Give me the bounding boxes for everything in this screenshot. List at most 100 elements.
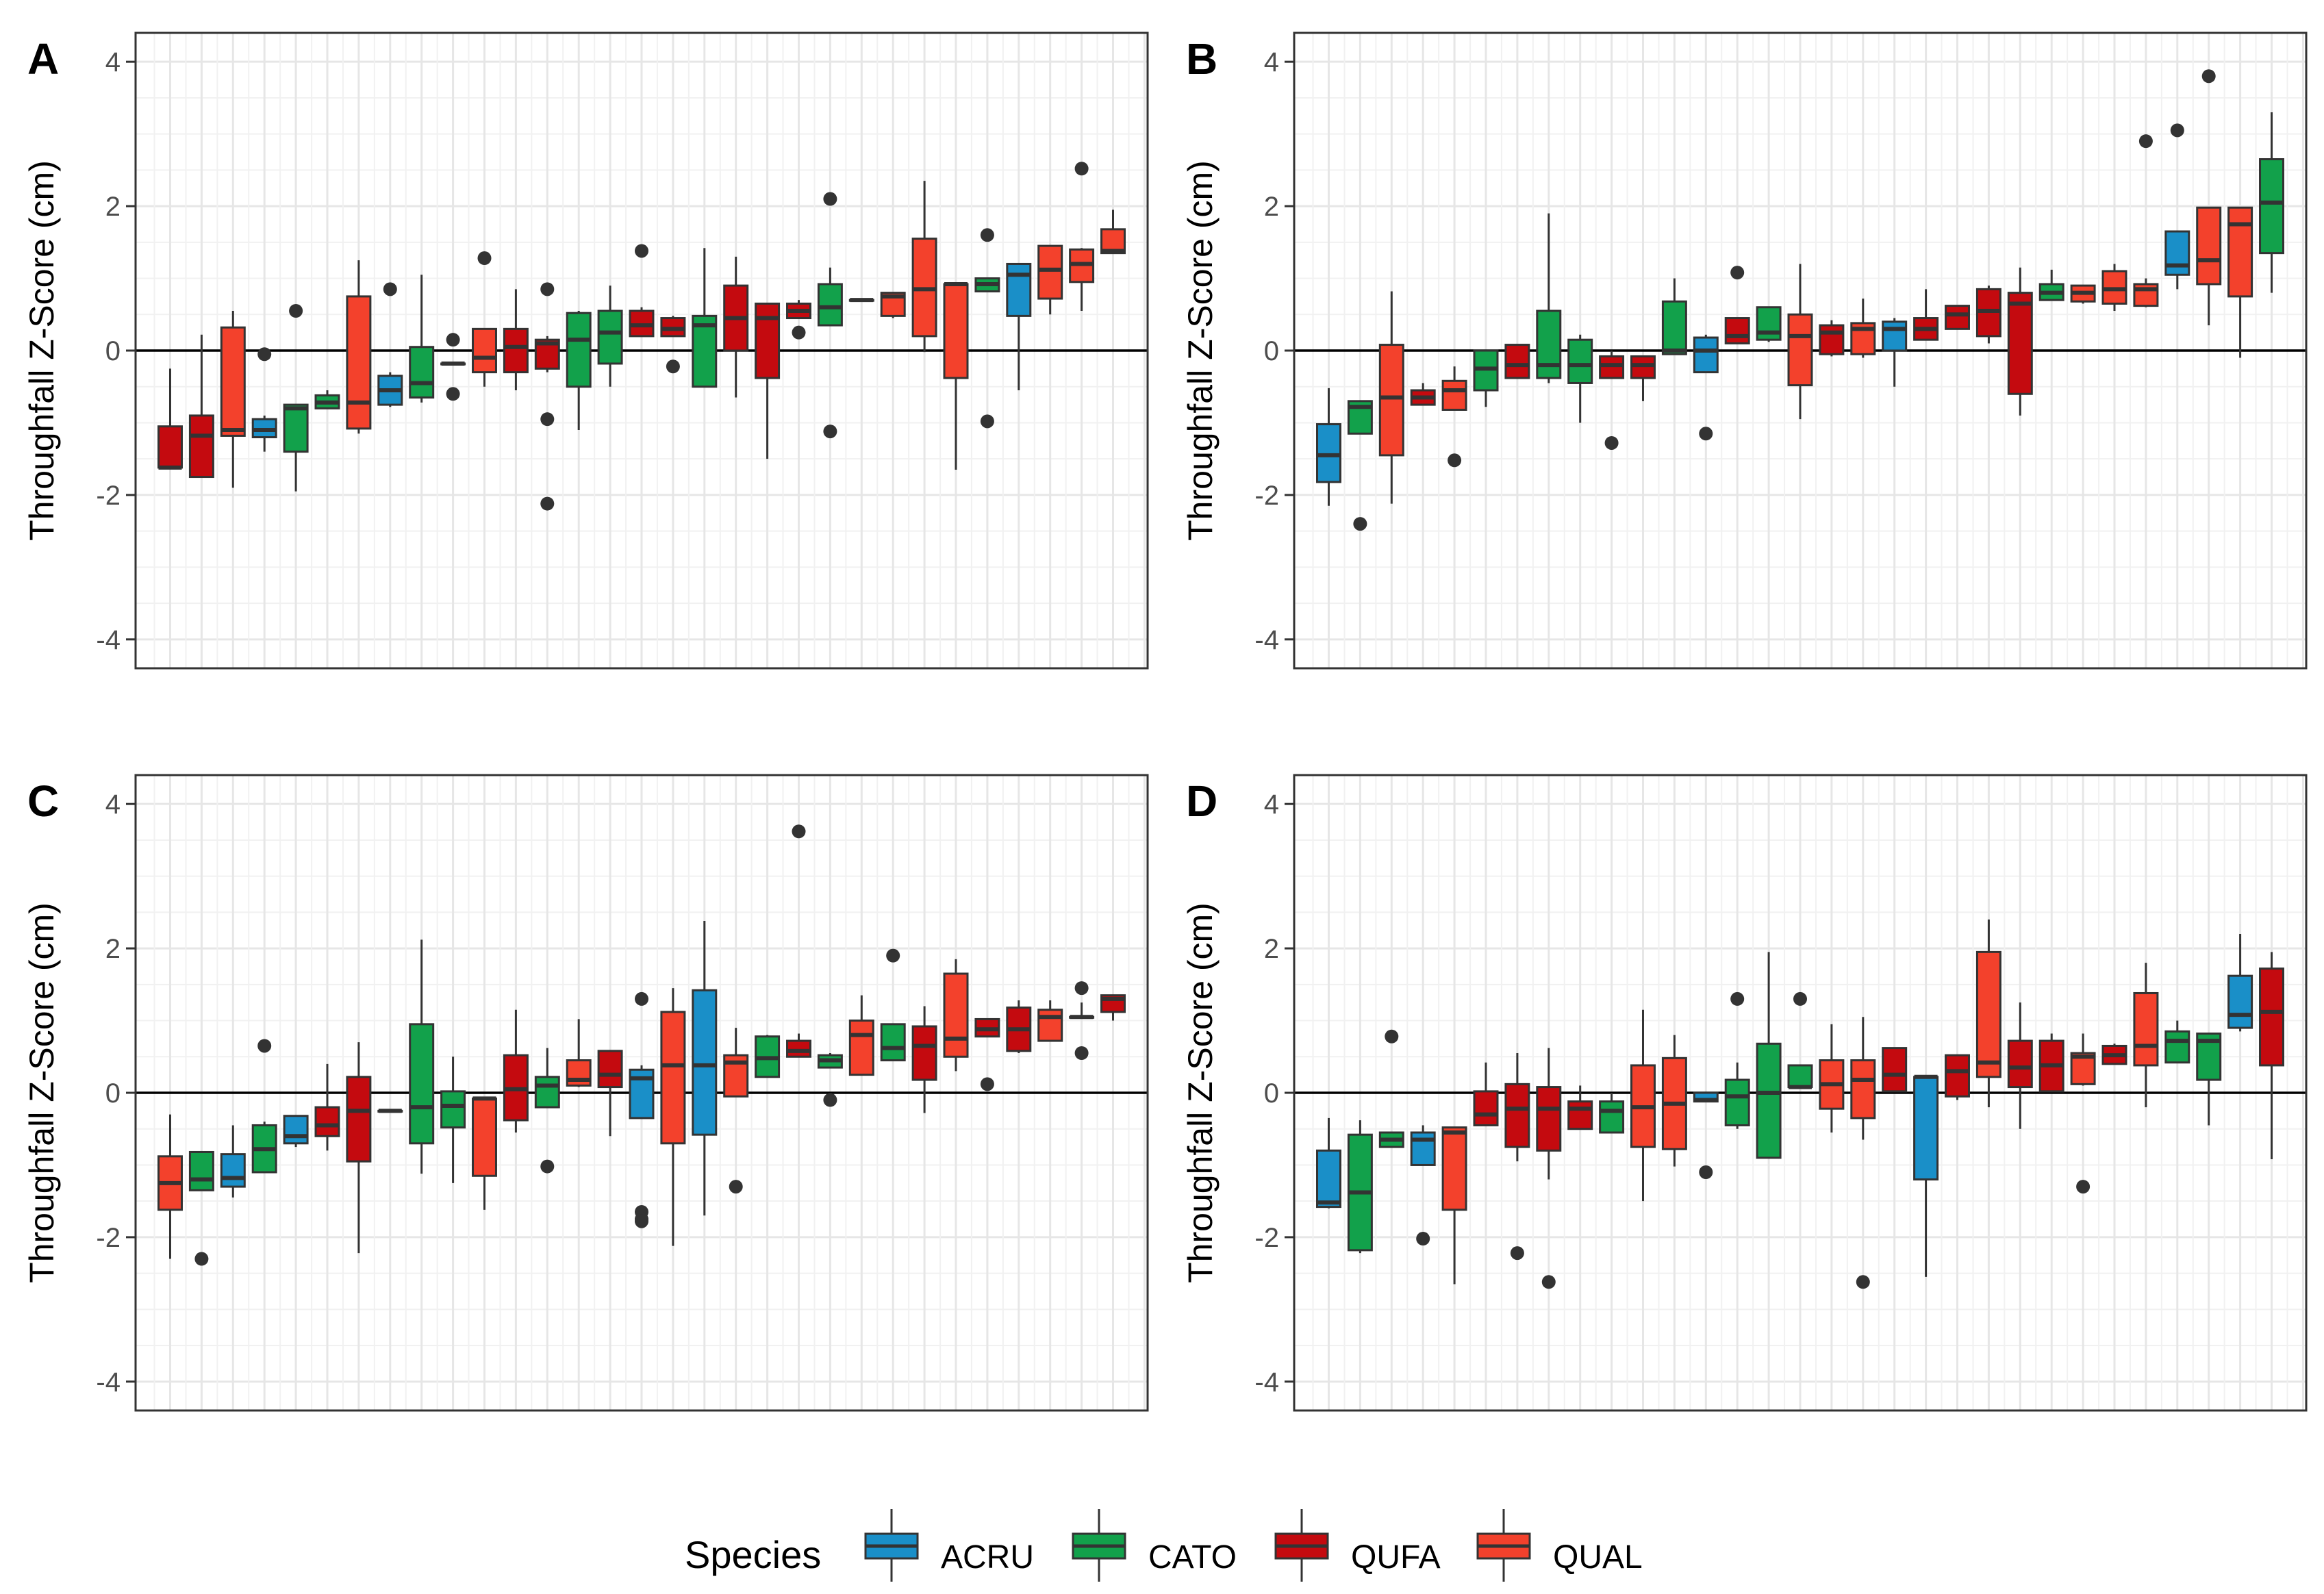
outlier-point: [1385, 1029, 1399, 1043]
box-cato: [283, 304, 309, 492]
outlier-point: [823, 1093, 837, 1107]
outlier-point: [383, 282, 397, 296]
iqr-box: [786, 1039, 811, 1058]
y-tick-label: 2: [1264, 934, 1279, 964]
iqr-box: [1630, 355, 1656, 379]
box-qual: [723, 1028, 749, 1194]
panel-d-border: [1293, 774, 2308, 1412]
y-tick-label: -2: [1254, 1223, 1279, 1253]
outlier-point: [1510, 1246, 1524, 1261]
box-qufa: [1945, 1054, 1970, 1100]
box-qual: [880, 292, 906, 318]
box-acru: [2227, 934, 2253, 1032]
box-cato: [755, 1035, 781, 1078]
legend-label-qual: QUAL: [1553, 1539, 1643, 1576]
iqr-box: [440, 1090, 466, 1129]
outlier-point: [1353, 517, 1367, 531]
panel-a-y-axis: -4 -2 0 2 4 Throughfall Z-Score (cm): [23, 47, 136, 655]
outlier-point: [2076, 1180, 2091, 1194]
outlier-point: [635, 244, 648, 258]
panel-c: -4 -2 0 2 4 Throughfall Z-Score (cm) C: [23, 774, 1149, 1412]
iqr-box: [1410, 1131, 1436, 1166]
box-qual: [2196, 69, 2222, 326]
iqr-box: [848, 1020, 874, 1076]
box-qual: [1661, 1035, 1687, 1167]
box-cato: [1378, 1029, 1404, 1148]
box-qual: [2101, 264, 2127, 311]
iqr-box: [1819, 324, 1845, 355]
box-qufa: [911, 1006, 937, 1113]
box-acru: [629, 991, 655, 1228]
iqr-box: [2007, 1039, 2033, 1089]
panel-a-border: [134, 31, 1149, 670]
panel-d: -4 -2 0 2 4 Throughfall Z-Score (cm) D: [1181, 774, 2308, 1412]
panel-b-y-axis: -4 -2 0 2 4 Throughfall Z-Score (cm): [1181, 47, 1294, 655]
box-acru: [440, 333, 466, 401]
box-acru: [283, 1115, 309, 1148]
outlier-point: [635, 1214, 648, 1228]
iqr-box: [409, 346, 435, 399]
box-acru: [1693, 1091, 1719, 1179]
legend-key-acru: ACRU: [864, 1509, 1034, 1582]
box-qufa: [314, 1063, 340, 1151]
iqr-box: [1441, 1126, 1467, 1211]
panel-a: -4 -2 0 2 4 Throughfall Z-Score (cm) A: [23, 31, 1149, 670]
outlier-point: [257, 347, 272, 362]
iqr-box: [1724, 317, 1750, 344]
iqr-box: [1756, 306, 1782, 341]
iqr-box: [283, 403, 309, 453]
iqr-box: [1850, 1059, 1876, 1119]
outlier-point: [446, 387, 460, 401]
box-cato: [1661, 278, 1687, 355]
box-qufa: [629, 244, 655, 338]
box-qufa: [2038, 1033, 2064, 1093]
iqr-box: [1504, 344, 1530, 379]
y-axis-title: Throughfall Z-Score (cm): [1181, 902, 1220, 1283]
iqr-box: [188, 414, 214, 479]
outlier-point: [729, 1180, 743, 1194]
y-tick-label: 2: [105, 192, 121, 222]
box-qufa: [755, 302, 781, 459]
box-qufa: [1913, 289, 1939, 341]
outlier-point: [194, 1252, 209, 1266]
outlier-point: [477, 251, 492, 266]
iqr-box: [1567, 338, 1593, 384]
iqr-box: [566, 312, 592, 388]
box-cato: [1347, 1120, 1373, 1254]
outlier-point: [289, 304, 303, 318]
box-qual: [1441, 366, 1467, 468]
iqr-box: [314, 1106, 340, 1137]
iqr-box: [2133, 991, 2159, 1067]
y-tick-label: -4: [96, 625, 121, 655]
box-cato: [848, 298, 874, 303]
y-tick-label: 0: [105, 1078, 121, 1109]
box-qual: [1975, 919, 2001, 1108]
iqr-box: [188, 1150, 214, 1191]
box-cato: [2038, 269, 2064, 301]
box-cato: [2259, 112, 2284, 293]
iqr-box: [1536, 1086, 1562, 1152]
legend-label-cato: CATO: [1148, 1539, 1237, 1576]
legend-key-cato: CATO: [1072, 1509, 1237, 1582]
box-acru: [1006, 262, 1032, 390]
iqr-box: [943, 972, 969, 1058]
outlier-point: [1604, 435, 1619, 450]
iqr-box: [1037, 244, 1063, 300]
iqr-box: [1724, 1078, 1750, 1126]
box-qual: [1630, 1009, 1656, 1202]
box-qual: [660, 988, 686, 1246]
panel-c-border: [134, 774, 1149, 1412]
box-qufa: [503, 1009, 529, 1133]
box-qual: [1441, 1126, 1467, 1285]
box-cato: [1567, 334, 1593, 423]
iqr-box: [1975, 950, 2001, 1078]
outlier-point: [1730, 991, 1745, 1006]
outlier-point: [1730, 266, 1745, 280]
box-qufa: [2259, 952, 2284, 1160]
box-qufa: [597, 1050, 623, 1137]
panel-d-y-axis: -4 -2 0 2 4 Throughfall Z-Score (cm): [1181, 789, 1294, 1397]
iqr-box: [1882, 1047, 1908, 1093]
iqr-box: [409, 1023, 435, 1145]
box-acru: [1069, 981, 1095, 1060]
